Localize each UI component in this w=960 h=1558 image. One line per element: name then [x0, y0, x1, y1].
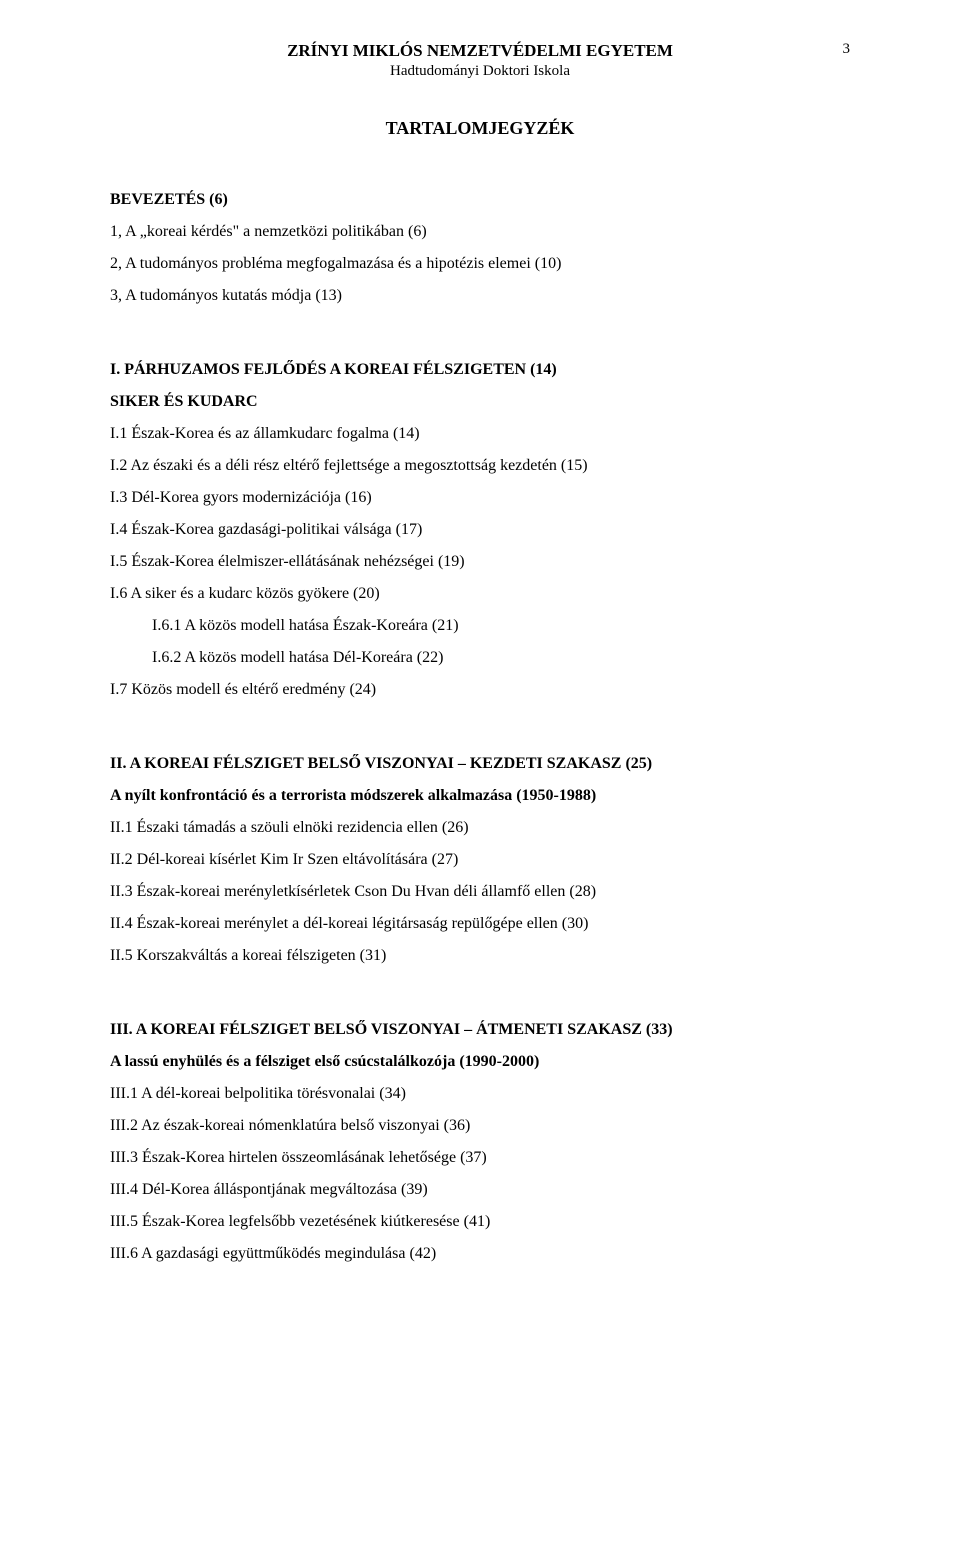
chapter-1-section: I. PÁRHUZAMOS FEJLŐDÉS A KOREAI FÉLSZIGE… [110, 354, 850, 706]
toc-entry: II.4 Észak-koreai merénylet a dél-koreai… [110, 908, 850, 940]
running-header: 3 ZRÍNYI MIKLÓS NEMZETVÉDELMI EGYETEM Ha… [110, 40, 850, 82]
toc-entry: II.5 Korszakváltás a koreai félszigeten … [110, 940, 850, 972]
chapter-3-subtitle: A lassú enyhülés és a félsziget első csú… [110, 1046, 850, 1078]
toc-entry: II.2 Dél-koreai kísérlet Kim Ir Szen elt… [110, 844, 850, 876]
toc-entry: 1, A „koreai kérdés" a nemzetközi politi… [110, 216, 850, 248]
toc-entry: III.1 A dél-koreai belpolitika törésvona… [110, 1078, 850, 1110]
intro-section: BEVEZETÉS (6) 1, A „koreai kérdés" a nem… [110, 184, 850, 312]
toc-entry: III.6 A gazdasági együttműködés megindul… [110, 1238, 850, 1270]
toc-entry: I.1 Észak-Korea és az államkudarc fogalm… [110, 418, 850, 450]
toc-entry: 3, A tudományos kutatás módja (13) [110, 280, 850, 312]
toc-entry: I.3 Dél-Korea gyors modernizációja (16) [110, 482, 850, 514]
toc-entry: III.5 Észak-Korea legfelsőbb vezetésének… [110, 1206, 850, 1238]
school-name: Hadtudományi Doktori Iskola [110, 62, 850, 82]
toc-entry: I.4 Észak-Korea gazdasági-politikai váls… [110, 514, 850, 546]
toc-entry: I.6 A siker és a kudarc közös gyökere (2… [110, 578, 850, 610]
chapter-3-section: III. A KOREAI FÉLSZIGET BELSŐ VISZONYAI … [110, 1014, 850, 1270]
toc-subentry: I.6.2 A közös modell hatása Dél-Koreára … [110, 642, 850, 674]
toc-entry: 2, A tudományos probléma megfogalmazása … [110, 248, 850, 280]
intro-heading: BEVEZETÉS (6) [110, 184, 850, 216]
toc-entry: II.1 Északi támadás a szöuli elnöki rezi… [110, 812, 850, 844]
chapter-2-subtitle: A nyílt konfrontáció és a terrorista mód… [110, 780, 850, 812]
chapter-1-heading: I. PÁRHUZAMOS FEJLŐDÉS A KOREAI FÉLSZIGE… [110, 354, 850, 386]
chapter-3-heading: III. A KOREAI FÉLSZIGET BELSŐ VISZONYAI … [110, 1014, 850, 1046]
toc-entry: I.7 Közös modell és eltérő eredmény (24) [110, 674, 850, 706]
chapter-2-heading: II. A KOREAI FÉLSZIGET BELSŐ VISZONYAI –… [110, 748, 850, 780]
university-name: ZRÍNYI MIKLÓS NEMZETVÉDELMI EGYETEM [110, 40, 850, 62]
document-page: 3 ZRÍNYI MIKLÓS NEMZETVÉDELMI EGYETEM Ha… [0, 0, 960, 1558]
toc-subentry: I.6.1 A közös modell hatása Észak-Koreár… [110, 610, 850, 642]
chapter-2-section: II. A KOREAI FÉLSZIGET BELSŐ VISZONYAI –… [110, 748, 850, 972]
toc-entry: III.2 Az észak-koreai nómenklatúra belső… [110, 1110, 850, 1142]
toc-entry: III.4 Dél-Korea álláspontjának megváltoz… [110, 1174, 850, 1206]
toc-entry: II.3 Észak-koreai merényletkísérletek Cs… [110, 876, 850, 908]
toc-title: TARTALOMJEGYZÉK [110, 110, 850, 146]
page-number: 3 [843, 40, 851, 60]
toc-entry: III.3 Észak-Korea hirtelen összeomlásána… [110, 1142, 850, 1174]
toc-entry: I.2 Az északi és a déli rész eltérő fejl… [110, 450, 850, 482]
chapter-1-subtitle: SIKER ÉS KUDARC [110, 386, 850, 418]
toc-entry: I.5 Észak-Korea élelmiszer-ellátásának n… [110, 546, 850, 578]
